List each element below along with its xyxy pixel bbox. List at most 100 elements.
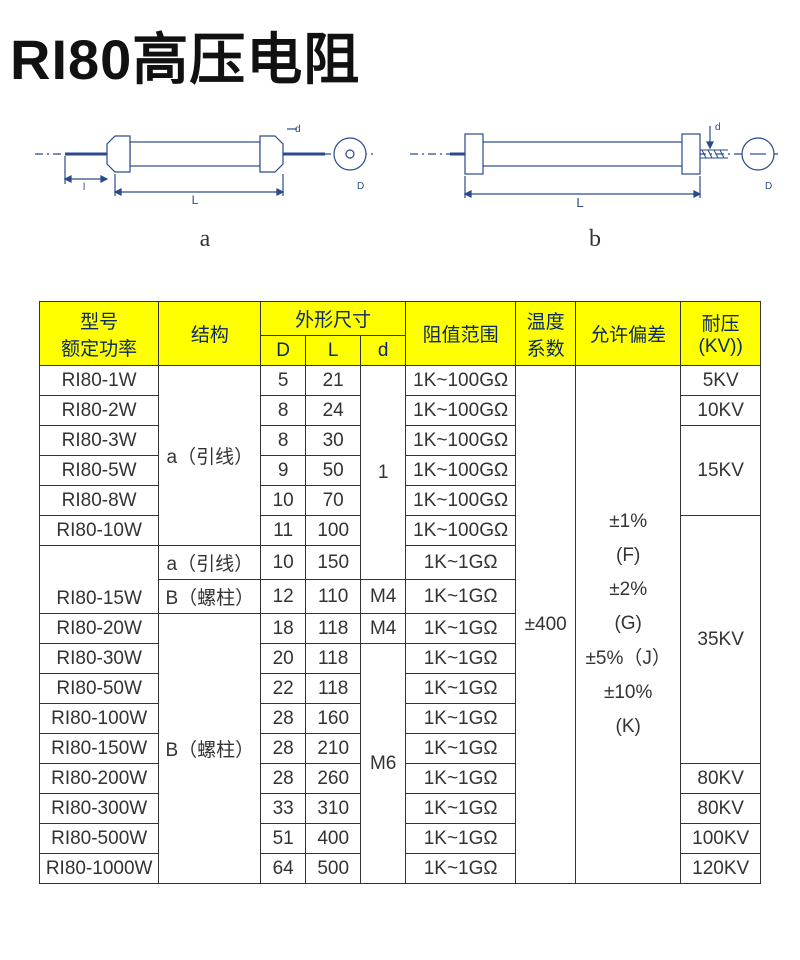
cell-voltage: 35KV xyxy=(681,516,761,764)
cell-D: 18 xyxy=(261,614,306,644)
spec-table: 型号 额定功率 结构 外形尺寸 阻值范围 温度 系数 允许偏差 耐压 (KV))… xyxy=(39,301,761,884)
th-D: D xyxy=(261,336,306,366)
cell-structure: B（螺柱） xyxy=(159,614,261,884)
cell-voltage: 15KV xyxy=(681,426,761,516)
th-tolerance: 允许偏差 xyxy=(576,302,681,366)
cell-model: RI80-1W xyxy=(39,366,159,396)
cell-model: RI80-2W xyxy=(39,396,159,426)
diagram-a-label: a xyxy=(200,226,211,253)
cell-L: 500 xyxy=(306,854,361,884)
page-title: RI80高压电阻 xyxy=(0,0,800,106)
cell-range: 1K~1GΩ xyxy=(406,644,516,674)
cell-L: 160 xyxy=(306,704,361,734)
cell-L: 100 xyxy=(306,516,361,546)
svg-text:L: L xyxy=(192,193,199,207)
svg-text:d: d xyxy=(715,122,721,133)
cell-range: 1K~100GΩ xyxy=(406,366,516,396)
cell-model: RI80-5W xyxy=(39,456,159,486)
th-model: 型号 额定功率 xyxy=(39,302,159,366)
cell-model: RI80-30W xyxy=(39,644,159,674)
th-voltage: 耐压 (KV)) xyxy=(681,302,761,366)
cell-range: 1K~1GΩ xyxy=(406,794,516,824)
th-L: L xyxy=(306,336,361,366)
cell-L: 50 xyxy=(306,456,361,486)
cell-L: 30 xyxy=(306,426,361,456)
cell-range: 1K~1GΩ xyxy=(406,734,516,764)
table-row: RI80-1W a（引线） 5 21 1 1K~100GΩ ±400 ±1% (… xyxy=(39,366,760,396)
cell-model: RI80-3W xyxy=(39,426,159,456)
cell-range: 1K~100GΩ xyxy=(406,486,516,516)
cell-voltage: 5KV xyxy=(681,366,761,396)
cell-D: 10 xyxy=(261,486,306,516)
cell-L: 400 xyxy=(306,824,361,854)
cell-range: 1K~100GΩ xyxy=(406,516,516,546)
th-temp: 温度 系数 xyxy=(516,302,576,366)
cell-model: RI80-150W xyxy=(39,734,159,764)
cell-D: 64 xyxy=(261,854,306,884)
cell-range: 1K~1GΩ xyxy=(406,824,516,854)
cell-structure: a（引线） xyxy=(159,366,261,546)
cell-L: 70 xyxy=(306,486,361,516)
cell-D: 9 xyxy=(261,456,306,486)
th-range: 阻值范围 xyxy=(406,302,516,366)
cell-model: RI80-15W xyxy=(39,546,159,614)
cell-D: 28 xyxy=(261,764,306,794)
cell-voltage: 120KV xyxy=(681,854,761,884)
cell-D: 5 xyxy=(261,366,306,396)
cell-L: 21 xyxy=(306,366,361,396)
cell-L: 24 xyxy=(306,396,361,426)
cell-model: RI80-200W xyxy=(39,764,159,794)
cell-range: 1K~1GΩ xyxy=(406,854,516,884)
cell-tolerance: ±1% (F) ±2% (G) ±5%（J） ±10% (K) xyxy=(576,366,681,884)
cell-D: 11 xyxy=(261,516,306,546)
cell-range: 1K~1GΩ xyxy=(406,674,516,704)
cell-voltage: 80KV xyxy=(681,764,761,794)
cell-range: 1K~1GΩ xyxy=(406,614,516,644)
cell-D: 8 xyxy=(261,396,306,426)
cell-voltage: 10KV xyxy=(681,396,761,426)
cell-model: RI80-300W xyxy=(39,794,159,824)
th-d: d xyxy=(361,336,406,366)
cell-model: RI80-100W xyxy=(39,704,159,734)
svg-text:D: D xyxy=(357,181,364,192)
cell-d: M6 xyxy=(361,644,406,884)
diagram-b-label: b xyxy=(589,226,601,253)
cell-temp: ±400 xyxy=(516,366,576,884)
svg-text:d: d xyxy=(295,124,301,135)
cell-L: 310 xyxy=(306,794,361,824)
cell-model: RI80-1000W xyxy=(39,854,159,884)
cell-range: 1K~100GΩ xyxy=(406,456,516,486)
cell-range: 1K~100GΩ xyxy=(406,396,516,426)
cell-voltage: 80KV xyxy=(681,794,761,824)
diagram-row: d L l D a xyxy=(0,106,800,281)
cell-D: 33 xyxy=(261,794,306,824)
cell-D: 28 xyxy=(261,734,306,764)
cell-structure: a（引线） xyxy=(159,546,261,580)
cell-D: 20 xyxy=(261,644,306,674)
cell-range: 1K~100GΩ xyxy=(406,426,516,456)
cell-d: 1 xyxy=(361,366,406,580)
svg-text:D: D xyxy=(765,181,772,192)
svg-text:l: l xyxy=(83,182,85,193)
cell-model: RI80-10W xyxy=(39,516,159,546)
th-dims-group: 外形尺寸 xyxy=(261,302,406,336)
cell-d: M4 xyxy=(361,614,406,644)
cell-model: RI80-8W xyxy=(39,486,159,516)
cell-model: RI80-500W xyxy=(39,824,159,854)
cell-model: RI80-50W xyxy=(39,674,159,704)
cell-L: 118 xyxy=(306,614,361,644)
cell-L: 150 xyxy=(306,546,361,580)
cell-model: RI80-20W xyxy=(39,614,159,644)
cell-L: 118 xyxy=(306,674,361,704)
cell-L: 260 xyxy=(306,764,361,794)
cell-range: 1K~1GΩ xyxy=(406,704,516,734)
cell-D: 51 xyxy=(261,824,306,854)
cell-D: 12 xyxy=(261,580,306,614)
cell-L: 118 xyxy=(306,644,361,674)
cell-D: 10 xyxy=(261,546,306,580)
cell-D: 22 xyxy=(261,674,306,704)
th-structure: 结构 xyxy=(159,302,261,366)
cell-range: 1K~1GΩ xyxy=(406,546,516,580)
diagram-b: d L D b xyxy=(400,114,790,253)
diagram-a: d L l D a xyxy=(10,114,400,253)
